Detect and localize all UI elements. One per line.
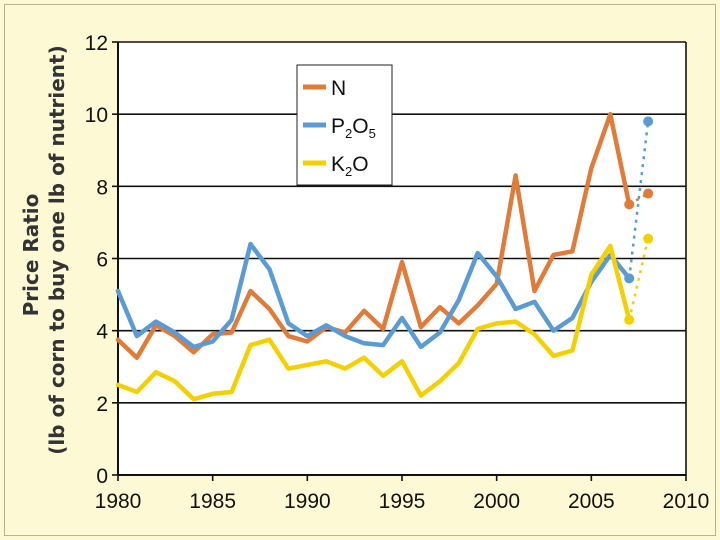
series-lines xyxy=(115,111,654,402)
legend-label-part: K xyxy=(331,153,345,176)
series-line-P2O5 xyxy=(115,241,632,350)
projection-point-P2O5 xyxy=(643,116,654,127)
y-tick-label: 6 xyxy=(96,249,108,272)
x-tick-label: 2000 xyxy=(473,490,520,513)
y-axis-title: Price Ratio xyxy=(19,194,43,317)
legend-label-N: N xyxy=(331,77,346,100)
x-tick-label: 1990 xyxy=(284,490,331,513)
legend-label-part: N xyxy=(331,77,346,100)
legend-label-part: P xyxy=(331,115,345,138)
x-tick-label: 2010 xyxy=(663,490,710,513)
x-tick-label: 1985 xyxy=(189,490,236,513)
legend-label-part: 2 xyxy=(345,164,352,179)
y-tick-label: 8 xyxy=(96,176,108,199)
projection-line-K2O xyxy=(627,238,650,321)
legend-label-part: O xyxy=(352,153,368,176)
x-tick-label: 1980 xyxy=(95,490,142,513)
axes xyxy=(112,41,687,481)
legend-label-part: O xyxy=(352,115,368,138)
y-tick-label: 0 xyxy=(96,465,108,488)
legend-label-P2O5: P2O5 xyxy=(331,115,376,141)
y-tick-label: 4 xyxy=(96,321,108,344)
y-tick-label: 2 xyxy=(96,393,108,416)
series-line-K2O xyxy=(115,243,632,402)
projection-point-N xyxy=(643,188,654,199)
projection-point-K2O xyxy=(643,233,654,244)
x-tick-label: 2005 xyxy=(568,490,615,513)
y-tick-label: 10 xyxy=(85,104,108,127)
y-axis-subtitle: (lb of corn to buy one lb of nutrient) xyxy=(45,45,69,454)
axis-labels: Price Ratio (lb of corn to buy one lb of… xyxy=(19,45,69,454)
grid-lines xyxy=(118,41,686,476)
tick-labels: 0 2 4 6 8 10 12 1980 1985 1990 1995 2000 2005 2010 xyxy=(85,32,710,513)
x-tick-label: 1995 xyxy=(379,490,426,513)
projection-line-P2O5 xyxy=(627,121,650,279)
y-tick-label: 12 xyxy=(85,32,108,55)
legend-label-part: 5 xyxy=(369,126,376,141)
legend-label-K2O: K2O xyxy=(331,153,369,179)
legend-label-part: 2 xyxy=(345,126,352,141)
